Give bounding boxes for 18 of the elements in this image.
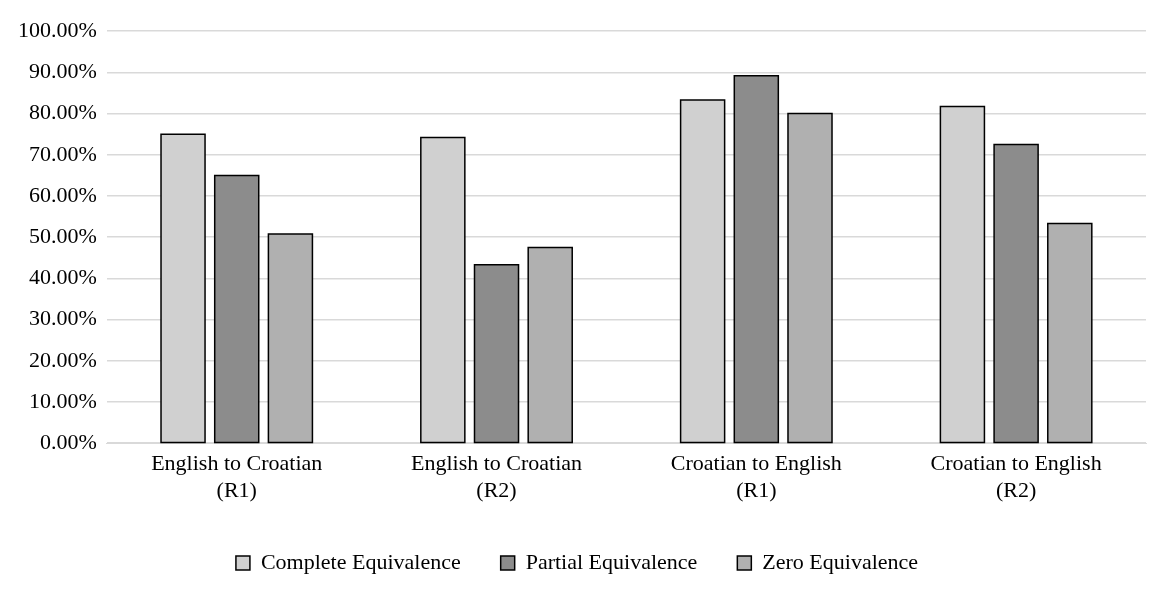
y-tick-label: 10.00% bbox=[29, 387, 97, 413]
legend-label: Complete Equivalence bbox=[260, 548, 461, 574]
y-tick-label: 40.00% bbox=[29, 264, 97, 290]
x-tick-label: Croatian to English (R1) bbox=[670, 450, 842, 502]
legend-label: Partial Equivalence bbox=[525, 548, 698, 574]
y-tick-label: 30.00% bbox=[29, 305, 97, 331]
y-tick-label: 80.00% bbox=[29, 99, 97, 125]
y-tick-label: 70.00% bbox=[29, 140, 97, 166]
y-tick-label: 100.00% bbox=[18, 16, 97, 42]
y-tick-label: 50.00% bbox=[29, 222, 97, 248]
y-tick-label: 0.00% bbox=[40, 428, 97, 454]
y-tick-label: 60.00% bbox=[29, 181, 97, 207]
x-tick-label: English to Croatian (R2) bbox=[410, 450, 583, 502]
legend-label: Zero Equivalence bbox=[762, 548, 919, 574]
y-tick-label: 20.00% bbox=[29, 346, 97, 372]
y-tick-label: 90.00% bbox=[29, 58, 97, 84]
x-tick-label: Croatian to English (R2) bbox=[930, 450, 1102, 502]
x-tick-label: English to Croatian (R1) bbox=[151, 450, 323, 502]
